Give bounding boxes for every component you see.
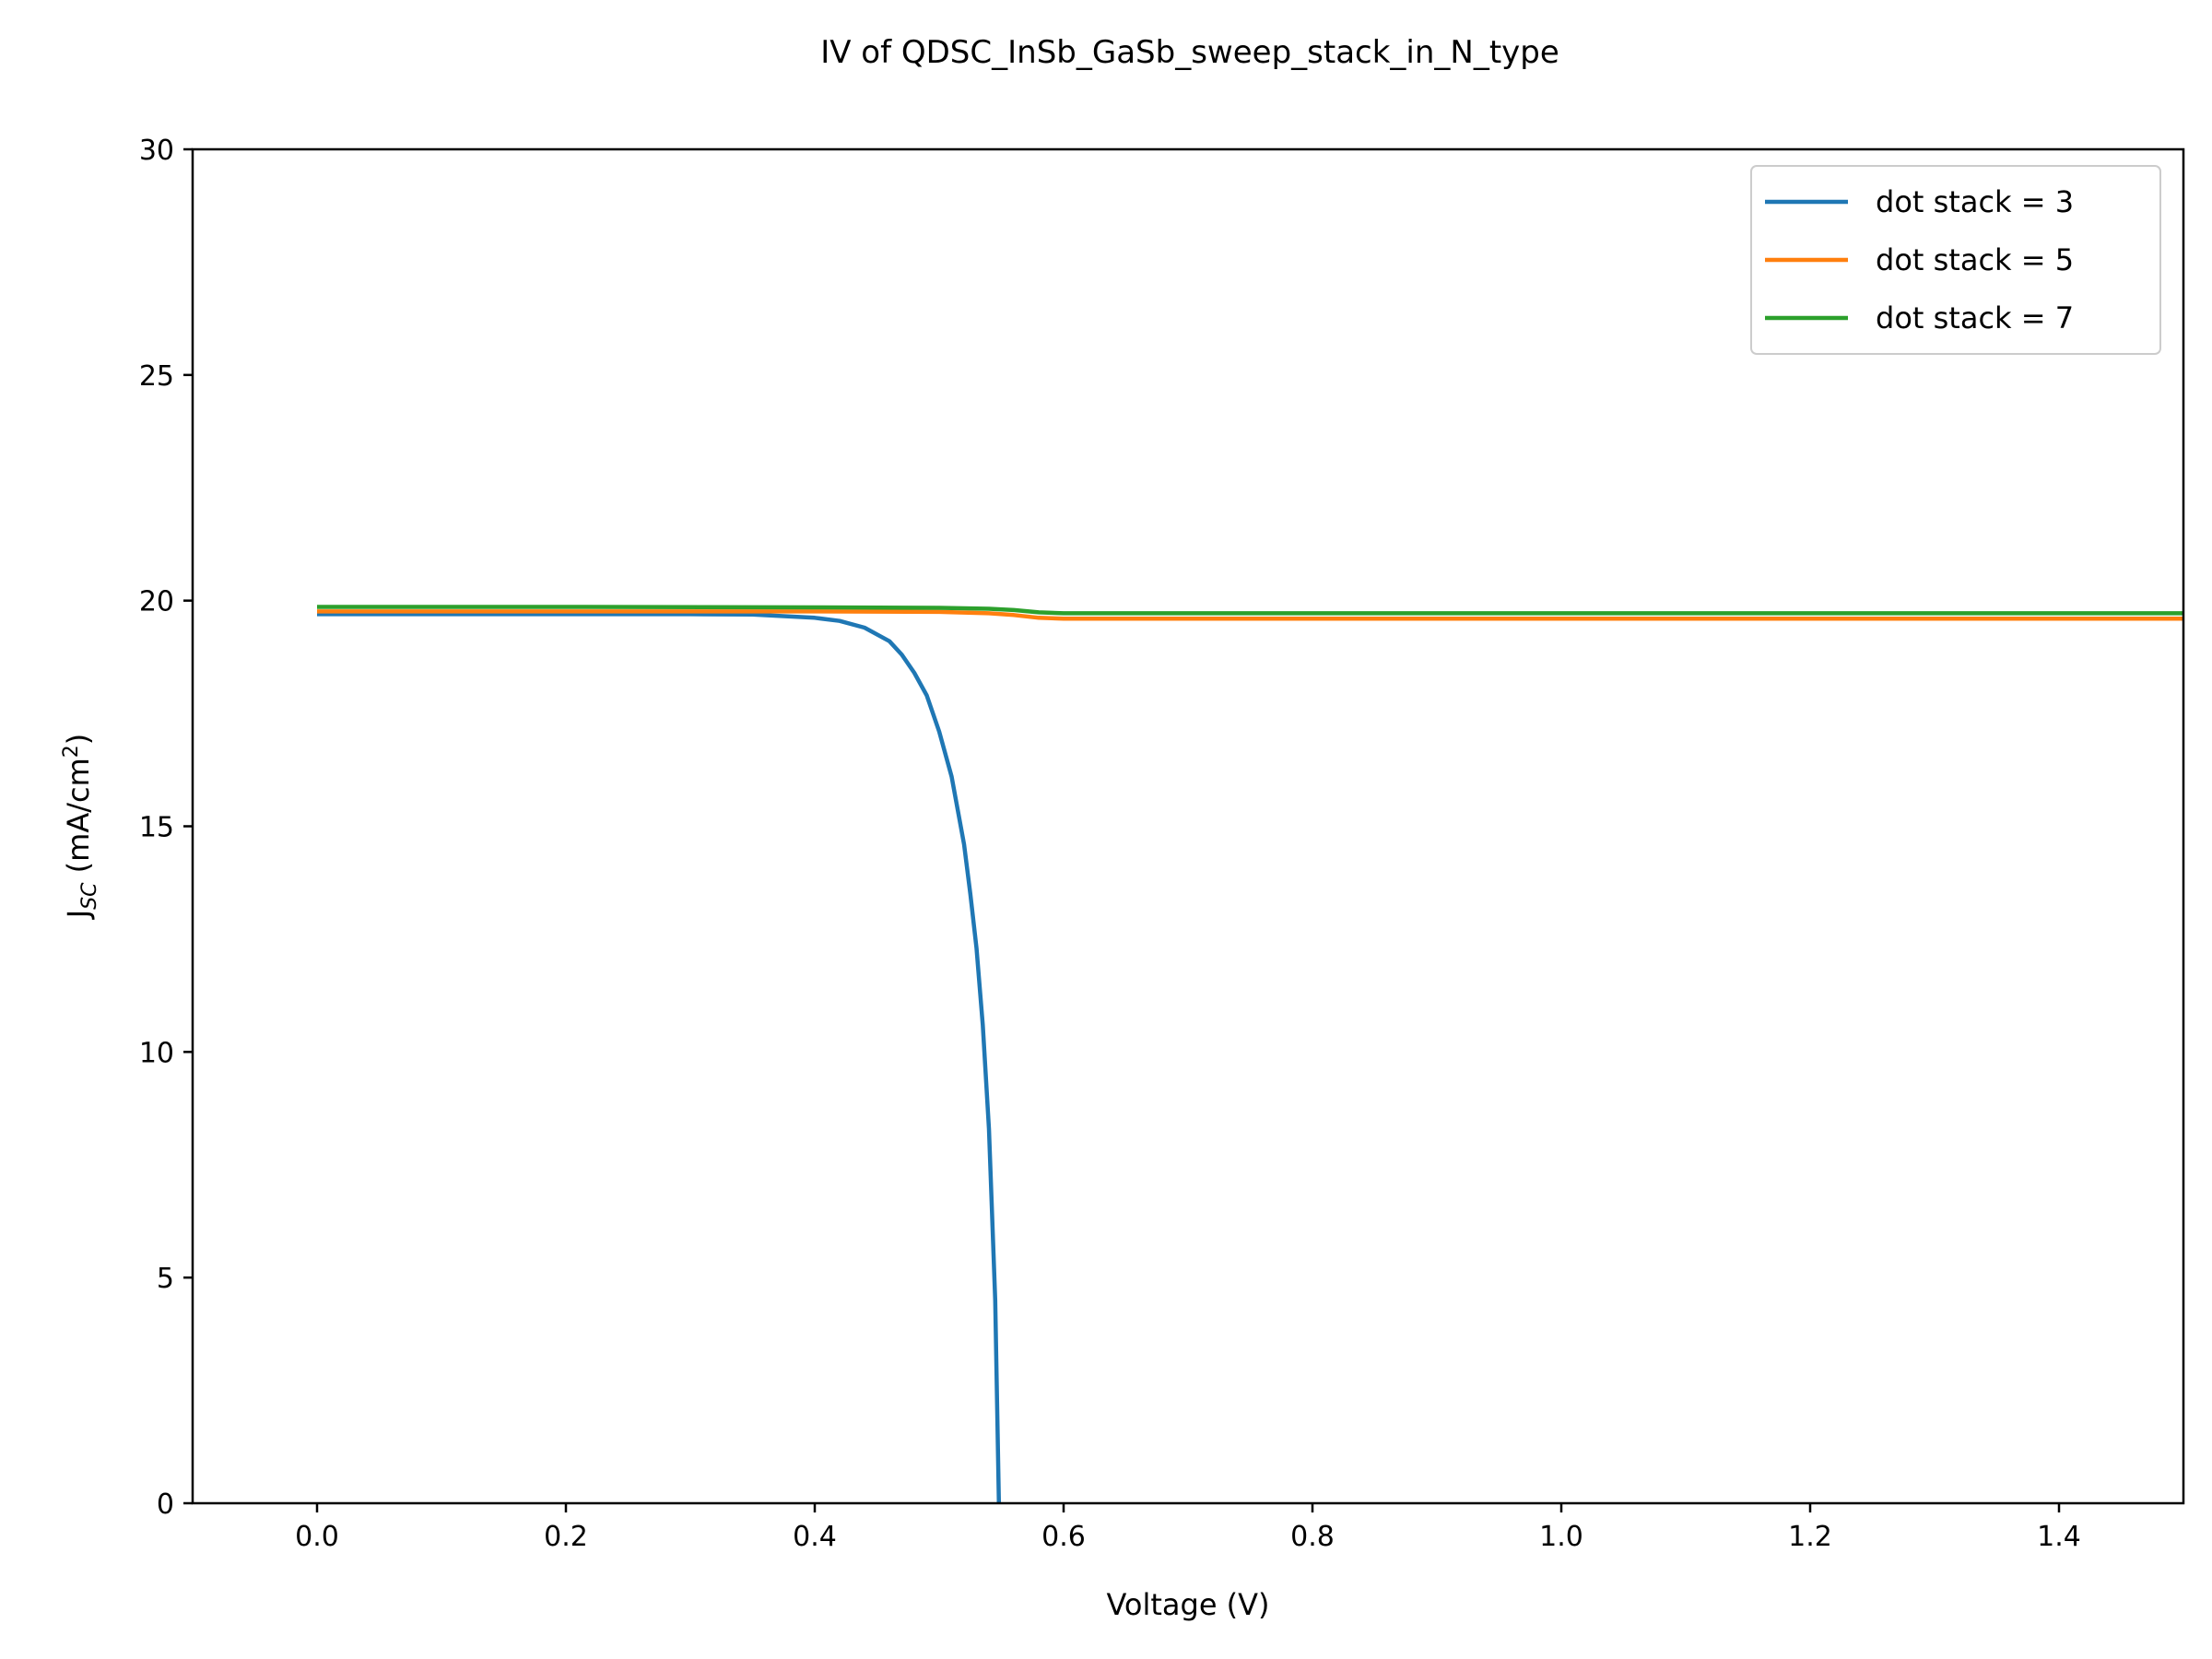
y-tick-label: 25 [139,360,174,393]
series-line-1 [317,612,1002,1503]
x-tick-label: 0.0 [295,1521,339,1553]
y-axis-title-unit: (mA/cm [61,758,96,882]
y-tick-label: 0 [157,1488,174,1521]
y-axis-title-unit-close: ) [61,734,96,745]
y-axis-ticks: 0 5 10 15 20 25 30 [139,135,193,1521]
x-tick-label: 1.4 [2037,1521,2081,1553]
x-tick-label: 1.0 [1539,1521,1583,1553]
legend-label: dot stack = 7 [1876,300,2074,335]
x-tick-label: 0.6 [1041,1521,1086,1553]
legend-frame [1750,165,2161,355]
x-axis-title: Voltage (V) [1106,1587,1269,1622]
legend-label: dot stack = 5 [1876,242,2074,277]
x-tick-label: 0.8 [1290,1521,1335,1553]
x-tick-label: 0.4 [793,1521,837,1553]
y-axis-title: JSC (mA/cm2) [60,734,101,921]
y-tick-label: 15 [139,812,174,844]
x-tick-label: 0.2 [544,1521,588,1553]
x-axis-ticks: 0.0 0.2 0.4 0.6 0.8 1.0 1.2 1.4 [295,1503,2081,1553]
legend: dot stack = 3 dot stack = 5 dot stack = 7 [1750,165,2161,355]
legend-items: dot stack = 3 dot stack = 5 dot stack = 7 [1765,184,2074,335]
y-axis-title-subscript: SC [78,882,101,910]
plot-area [193,149,2183,1503]
series-line-3 [317,605,2183,616]
y-tick-label: 5 [157,1263,174,1295]
y-axis-title-main: J [61,910,96,920]
y-axis-title-superscript: 2 [60,745,83,758]
series-layer [317,605,2183,1503]
series-line-2 [317,609,2183,621]
y-tick-label: 20 [139,586,174,618]
chart-title: IV of QDSC_InSb_GaSb_sweep_stack_in_N_ty… [820,34,1559,71]
y-tick-label: 10 [139,1037,174,1069]
x-tick-label: 1.2 [1788,1521,1832,1553]
y-tick-label: 30 [139,135,174,167]
legend-label: dot stack = 3 [1876,184,2074,219]
